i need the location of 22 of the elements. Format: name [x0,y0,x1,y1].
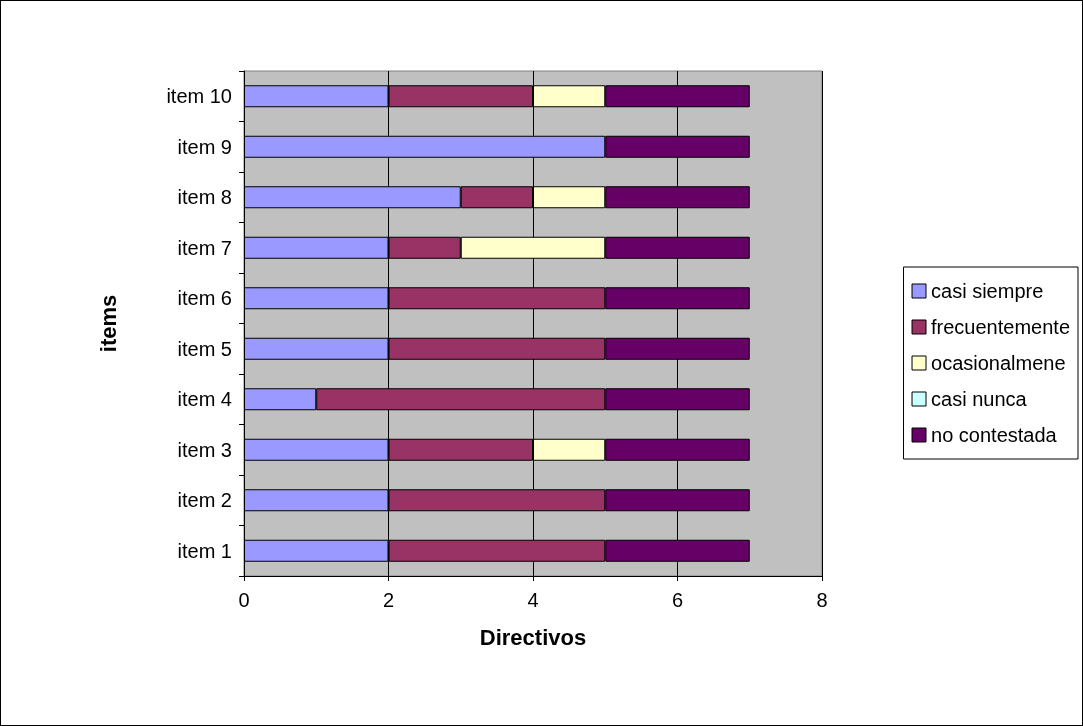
legend-label: ocasionalmene [931,352,1066,374]
legend-label: casi siempre [931,280,1044,302]
y-tick-label: item 8 [177,186,232,209]
x-tick-label: 0 [238,589,250,611]
x-axis-title: Directivos [479,624,587,650]
y-tick-label: item 6 [177,287,232,310]
y-axis-title: items [95,294,121,353]
y-tick-label: item 2 [177,489,232,512]
x-tick-label: 6 [671,589,684,611]
y-tick-label: item 7 [177,236,232,259]
y-tick-label: item 9 [177,135,232,158]
legend-label: frecuentemente [931,316,1071,338]
y-tick-label: item 5 [177,337,232,360]
legend-label: casi nunca [931,388,1028,410]
x-tick-label: 2 [382,589,395,611]
y-tick-label: item 3 [177,438,232,461]
y-tick-label: item 10 [166,85,232,108]
legend-label: no contestada [931,424,1058,446]
x-tick-label: 8 [816,589,828,611]
y-tick-label: item 1 [177,539,232,562]
x-tick-label: 4 [527,589,539,611]
y-tick-label: item 4 [177,388,232,411]
